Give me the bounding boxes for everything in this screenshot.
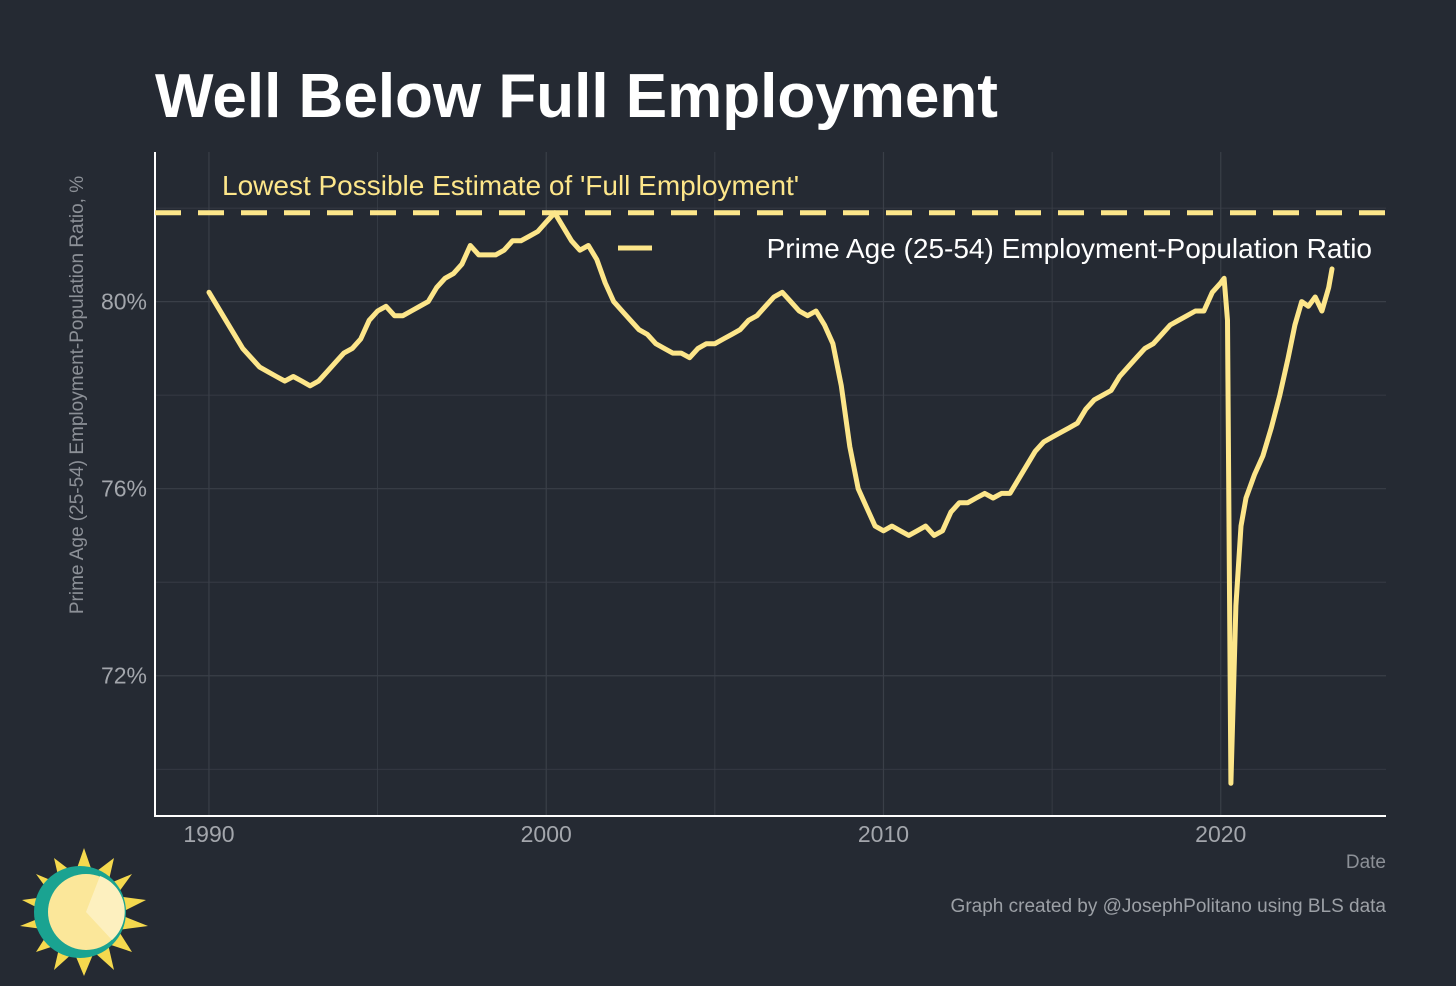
series-line-prime-age-epop (206, 210, 1335, 786)
x-axis-label: Date (1346, 852, 1386, 873)
gridlines (155, 152, 1386, 816)
y-tick-label: 72% (101, 663, 147, 689)
credit-caption: Graph created by @JosephPolitano using B… (951, 896, 1387, 917)
y-tick-label: 80% (101, 289, 147, 315)
x-tick-label: 2010 (858, 821, 909, 847)
x-tick-label: 2000 (521, 821, 572, 847)
chart-title: Well Below Full Employment (155, 62, 998, 131)
full-employment-annotation: Lowest Possible Estimate of 'Full Employ… (222, 170, 799, 201)
sun-logo-shade (86, 876, 125, 940)
series-layer (206, 210, 1335, 786)
axes (154, 152, 1386, 817)
legend-label: Prime Age (25-54) Employment-Population … (767, 233, 1372, 264)
x-tick-label: 2020 (1195, 821, 1246, 847)
full-employment-reference: Lowest Possible Estimate of 'Full Employ… (155, 170, 1386, 216)
tick-labels: 1990 2000 2010 2020 72% 76% 80% (101, 289, 1246, 847)
y-axis-label: Prime Age (25-54) Employment-Population … (67, 176, 88, 614)
x-tick-label: 1990 (183, 821, 234, 847)
sun-logo-icon (20, 848, 148, 976)
legend: Prime Age (25-54) Employment-Population … (618, 233, 1372, 264)
y-tick-label: 76% (101, 476, 147, 502)
